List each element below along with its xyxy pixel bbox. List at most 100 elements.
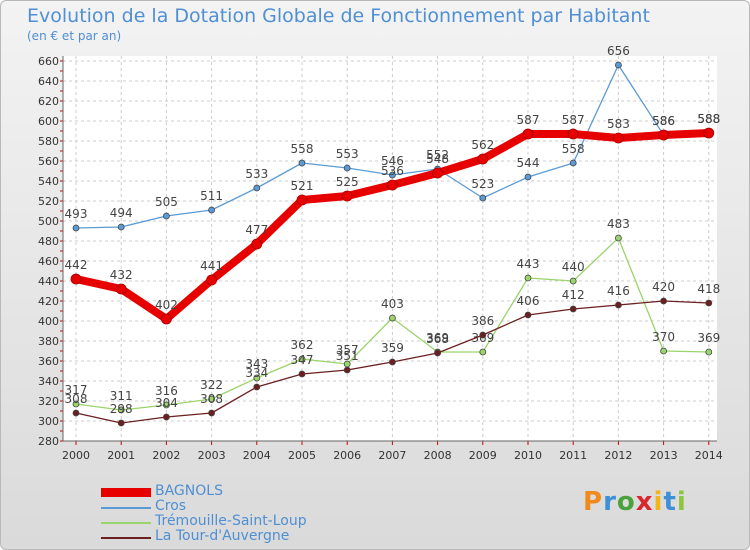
data-point-tr-mouille-saint-loup bbox=[705, 348, 713, 356]
data-label-tr-mouille-saint-loup: 311 bbox=[110, 389, 133, 403]
chart-subtitle: (en € et par an) bbox=[27, 29, 122, 43]
data-point-cros bbox=[343, 164, 351, 172]
data-label-bagnols: 588 bbox=[697, 112, 720, 126]
y-tick-label: 560 bbox=[38, 155, 59, 168]
data-label-la-tour-d-auvergne: 308 bbox=[65, 392, 88, 406]
logo-letter: t bbox=[663, 487, 677, 517]
data-point-la-tour-d-auvergne bbox=[162, 413, 170, 421]
legend-item-la-tour: La Tour-d'Auvergne bbox=[101, 528, 361, 545]
proxiti-logo: Proxiti bbox=[583, 487, 687, 517]
x-tick-label: 2008 bbox=[424, 449, 452, 462]
data-point-bagnols bbox=[567, 128, 579, 140]
data-point-cros bbox=[298, 159, 306, 167]
data-point-bagnols bbox=[251, 238, 263, 250]
data-point-bagnols bbox=[70, 273, 82, 285]
data-point-tr-mouille-saint-loup bbox=[479, 348, 487, 356]
logo-letter: i bbox=[653, 487, 664, 517]
data-point-bagnols bbox=[432, 167, 444, 179]
data-point-la-tour-d-auvergne bbox=[524, 311, 532, 319]
data-point-tr-mouille-saint-loup bbox=[72, 400, 80, 408]
legend-swatch-bagnols bbox=[101, 488, 151, 497]
data-label-cros: 558 bbox=[562, 142, 585, 156]
data-label-la-tour-d-auvergne: 298 bbox=[110, 402, 133, 416]
data-label-bagnols: 583 bbox=[607, 117, 630, 131]
data-point-la-tour-d-auvergne bbox=[117, 419, 125, 427]
x-tick-label: 2006 bbox=[333, 449, 361, 462]
legend-label-la-tour: La Tour-d'Auvergne bbox=[155, 528, 290, 544]
data-label-la-tour-d-auvergne: 347 bbox=[291, 353, 314, 367]
data-label-la-tour-d-auvergne: 406 bbox=[517, 294, 540, 308]
data-label-bagnols: 521 bbox=[291, 179, 314, 193]
legend-swatch-la-tour bbox=[101, 537, 151, 539]
data-label-la-tour-d-auvergne: 304 bbox=[155, 396, 178, 410]
data-label-bagnols: 536 bbox=[381, 164, 404, 178]
data-point-la-tour-d-auvergne bbox=[434, 349, 442, 357]
data-point-tr-mouille-saint-loup bbox=[388, 314, 396, 322]
data-label-tr-mouille-saint-loup: 370 bbox=[652, 330, 675, 344]
data-label-bagnols: 587 bbox=[517, 113, 540, 127]
data-label-bagnols: 562 bbox=[471, 138, 494, 152]
y-tick-label: 320 bbox=[38, 395, 59, 408]
data-point-tr-mouille-saint-loup bbox=[615, 234, 622, 242]
data-label-tr-mouille-saint-loup: 440 bbox=[562, 260, 585, 274]
legend-item-cros: Cros bbox=[101, 498, 361, 515]
y-tick-label: 300 bbox=[38, 415, 59, 428]
x-tick-label: 2011 bbox=[559, 449, 587, 462]
data-label-tr-mouille-saint-loup: 403 bbox=[381, 297, 404, 311]
data-point-la-tour-d-auvergne bbox=[705, 299, 713, 307]
data-point-cros bbox=[524, 173, 532, 181]
data-label-cros: 588 bbox=[697, 112, 720, 126]
data-label-tr-mouille-saint-loup: 343 bbox=[245, 357, 268, 371]
y-tick-label: 500 bbox=[38, 215, 59, 228]
data-label-la-tour-d-auvergne: 359 bbox=[381, 341, 404, 355]
data-label-bagnols: 442 bbox=[65, 258, 88, 272]
data-point-cros bbox=[72, 224, 80, 232]
legend-item-tremouille: Trémouille-Saint-Loup bbox=[101, 513, 361, 530]
y-tick-label: 540 bbox=[38, 175, 59, 188]
legend-label-tremouille: Trémouille-Saint-Loup bbox=[155, 513, 307, 529]
x-tick-label: 2004 bbox=[243, 449, 271, 462]
x-tick-label: 2013 bbox=[650, 449, 678, 462]
data-label-cros: 552 bbox=[426, 148, 449, 162]
data-label-la-tour-d-auvergne: 368 bbox=[426, 332, 449, 346]
x-tick-label: 2002 bbox=[152, 449, 180, 462]
x-tick-label: 2012 bbox=[604, 449, 632, 462]
legend-item-bagnols: BAGNOLS bbox=[101, 483, 361, 500]
chart-legend: BAGNOLS Cros Trémouille-Saint-Loup La To… bbox=[101, 483, 361, 545]
data-point-tr-mouille-saint-loup bbox=[569, 277, 577, 285]
legend-label-cros: Cros bbox=[155, 498, 187, 514]
x-tick-label: 2010 bbox=[514, 449, 542, 462]
data-label-cros: 505 bbox=[155, 195, 178, 209]
logo-letter: o bbox=[616, 487, 636, 517]
data-point-la-tour-d-auvergne bbox=[660, 297, 667, 305]
data-label-tr-mouille-saint-loup: 316 bbox=[155, 384, 178, 398]
data-label-bagnols: 402 bbox=[155, 298, 178, 312]
x-tick-label: 2014 bbox=[695, 449, 723, 462]
y-tick-label: 580 bbox=[38, 135, 59, 148]
y-tick-label: 600 bbox=[38, 115, 59, 128]
data-label-cros: 493 bbox=[65, 207, 88, 221]
data-label-la-tour-d-auvergne: 418 bbox=[697, 282, 720, 296]
data-point-tr-mouille-saint-loup bbox=[298, 355, 306, 363]
x-tick-label: 2005 bbox=[288, 449, 316, 462]
data-label-cros: 511 bbox=[200, 189, 223, 203]
data-point-tr-mouille-saint-loup bbox=[162, 401, 170, 409]
data-point-bagnols bbox=[522, 128, 534, 140]
data-label-bagnols: 432 bbox=[110, 268, 133, 282]
data-point-tr-mouille-saint-loup bbox=[253, 374, 261, 382]
data-point-cros bbox=[569, 159, 577, 167]
data-point-cros bbox=[388, 171, 396, 179]
data-point-la-tour-d-auvergne bbox=[388, 358, 396, 366]
y-tick-label: 420 bbox=[38, 295, 59, 308]
data-point-tr-mouille-saint-loup bbox=[524, 274, 532, 282]
data-point-cros bbox=[615, 61, 622, 69]
data-point-cros bbox=[117, 223, 125, 231]
data-label-tr-mouille-saint-loup: 317 bbox=[65, 383, 88, 397]
data-label-tr-mouille-saint-loup: 443 bbox=[517, 257, 540, 271]
data-point-bagnols bbox=[341, 190, 353, 202]
data-label-cros: 546 bbox=[381, 154, 404, 168]
data-label-tr-mouille-saint-loup: 357 bbox=[336, 343, 359, 357]
data-point-la-tour-d-auvergne bbox=[569, 305, 577, 313]
data-label-tr-mouille-saint-loup: 322 bbox=[200, 378, 223, 392]
data-label-bagnols: 525 bbox=[336, 175, 359, 189]
